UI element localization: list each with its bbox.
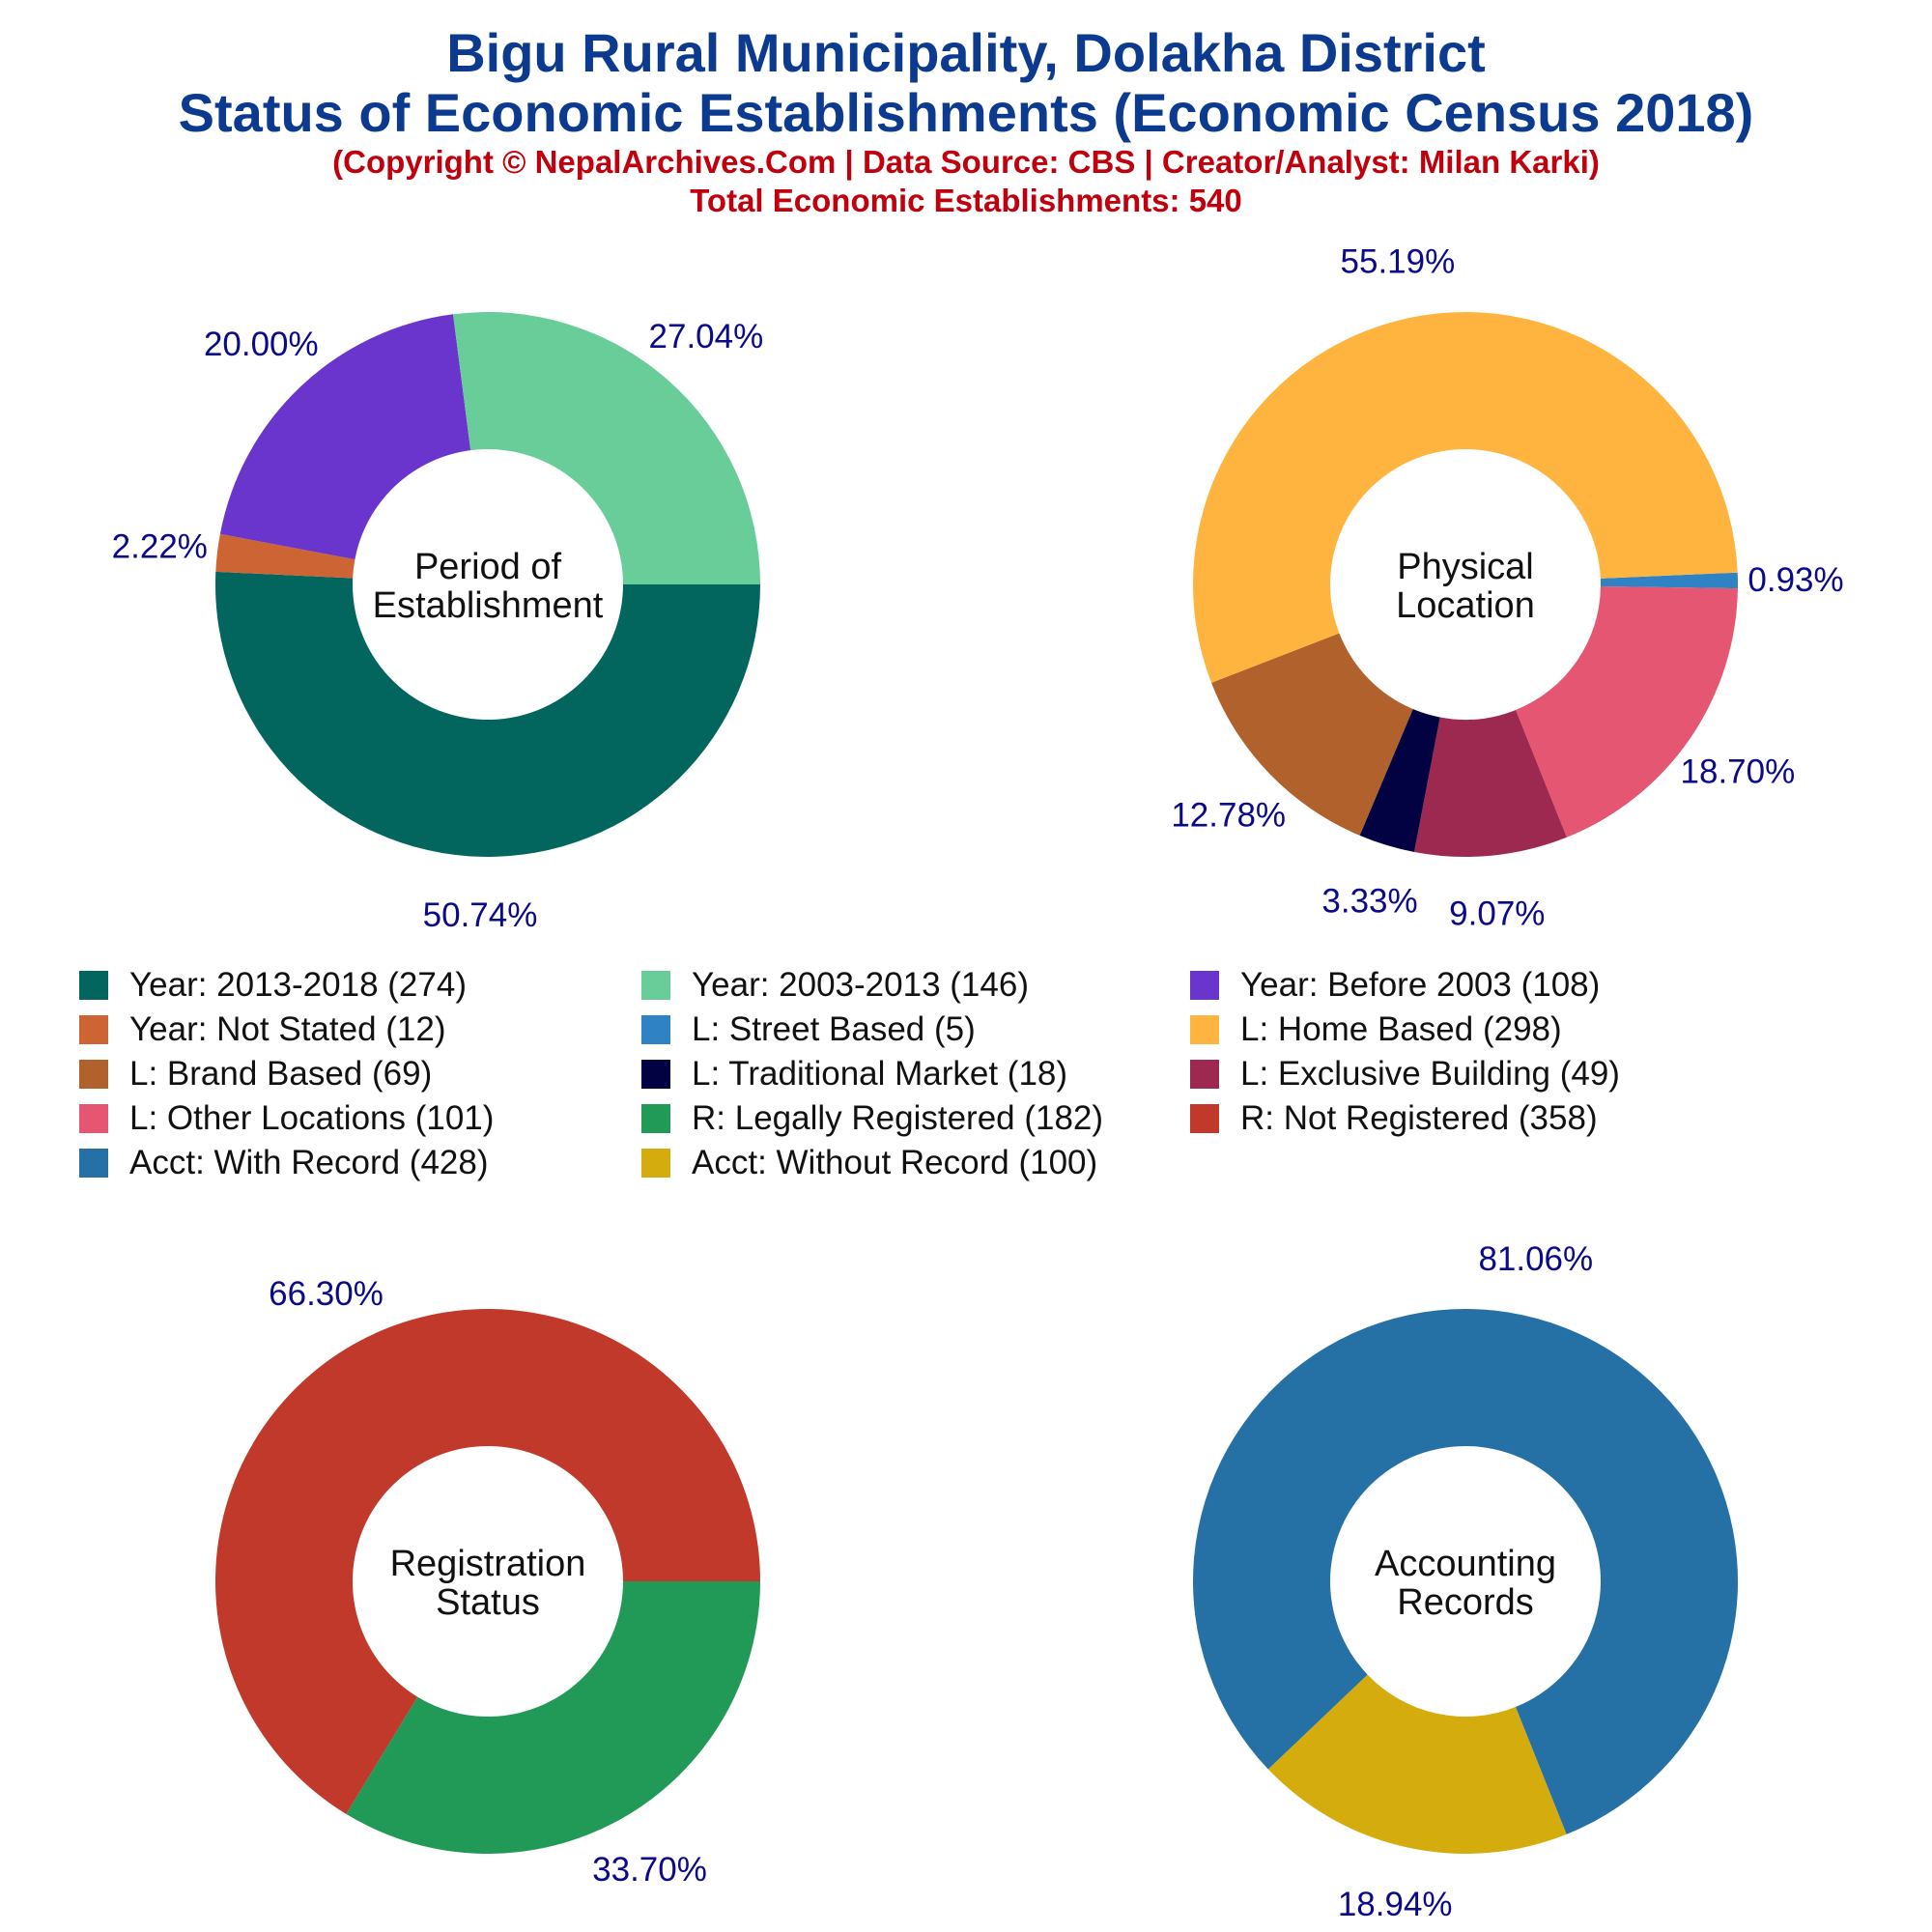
- percent-label-l-home-based: 55.19%: [1341, 242, 1456, 280]
- percent-label-l-traditional-market: 3.33%: [1321, 882, 1417, 920]
- donut-chart-physical-location: 0.93% 18.70% 9.07% 3.33% 12.78% 55.19% Physica…: [1171, 242, 1843, 932]
- legend-swatch: [79, 1104, 108, 1133]
- legend-item-year-not-stated-12: Year: Not Stated (12): [79, 1009, 446, 1051]
- center-label-line: Accounting: [1375, 1544, 1556, 1584]
- percent-label-r-legally-registered: 33.70%: [592, 1851, 707, 1889]
- legend-label: Year: 2003-2013 (146): [692, 966, 1029, 1004]
- legend-item-acct-with-record-428: Acct: With Record (428): [79, 1142, 489, 1184]
- legend-item-acct-without-record-100: Acct: Without Record (100): [641, 1142, 1097, 1184]
- legend-item-l-brand-based-69: L: Brand Based (69): [79, 1053, 432, 1095]
- slice-year-2013-2018: [215, 571, 760, 857]
- legend-label: Acct: With Record (428): [129, 1144, 489, 1181]
- legend-item-r-not-registered-358: R: Not Registered (358): [1190, 1097, 1598, 1140]
- percent-label-acct-without-record: 18.94%: [1338, 1886, 1453, 1923]
- slice-acct-with-record: [1192, 1308, 1738, 1834]
- copyright-notice: (Copyright © NepalArchives.Com | Data So…: [332, 144, 1600, 180]
- legend-item-l-home-based-298: L: Home Based (298): [1190, 1009, 1562, 1051]
- legend-label: Year: Not Stated (12): [129, 1010, 446, 1048]
- legend-label: L: Exclusive Building (49): [1240, 1055, 1620, 1093]
- percent-label-l-other-locations: 18.70%: [1681, 753, 1796, 791]
- slice-r-not-registered: [214, 1308, 761, 1814]
- legend-label: L: Street Based (5): [692, 1010, 976, 1048]
- center-label-line: Period of: [414, 547, 562, 587]
- legend-item-l-other-locations-101: L: Other Locations (101): [79, 1097, 494, 1140]
- center-label-line: Establishment: [373, 585, 604, 626]
- donut-chart-period-of-establishment: 50.74% 2.22% 20.00% 27.04% Period ofEstablis…: [112, 312, 764, 934]
- chart-title-line1: Bigu Rural Municipality, Dolakha Distric…: [446, 22, 1486, 83]
- legend-swatch: [1190, 1060, 1219, 1089]
- legend-label: L: Other Locations (101): [129, 1099, 495, 1137]
- legend-swatch: [79, 1015, 108, 1044]
- legend-swatch: [79, 1149, 108, 1178]
- percent-label-year-2013-2018: 50.74%: [423, 896, 538, 934]
- slice-l-brand-based: [1211, 633, 1413, 836]
- percent-label-year-2003-2013: 27.04%: [649, 318, 764, 355]
- total-establishments: Total Economic Establishments: 540: [690, 183, 1242, 218]
- slice-year-2003-2013: [453, 312, 760, 584]
- slice-l-traditional-market: [1359, 709, 1440, 852]
- legend-label: L: Home Based (298): [1240, 1010, 1562, 1048]
- legend-item-year-2003-2013-146: Year: 2003-2013 (146): [641, 964, 1029, 1007]
- center-label-line: Status: [436, 1582, 540, 1623]
- legend-label: R: Not Registered (358): [1240, 1099, 1598, 1137]
- percent-label-r-not-registered: 66.30%: [269, 1275, 384, 1313]
- percent-label-l-street-based: 0.93%: [1747, 561, 1843, 599]
- legend-item-r-legally-registered-182: R: Legally Registered (182): [641, 1097, 1103, 1140]
- legend-swatch: [641, 1060, 670, 1089]
- slice-year-not-stated: [215, 533, 355, 579]
- legend-item-l-exclusive-building-49: L: Exclusive Building (49): [1190, 1053, 1620, 1095]
- center-label-line: Physical: [1397, 547, 1534, 587]
- legend-swatch: [1190, 1104, 1219, 1133]
- legend-swatch: [641, 1015, 670, 1044]
- legend-item-year-before-2003-108: Year: Before 2003 (108): [1190, 964, 1600, 1007]
- legend-swatch: [79, 1060, 108, 1089]
- legend-swatch: [1190, 1015, 1219, 1044]
- legend-swatch: [79, 971, 108, 1000]
- legend-item-l-traditional-market-18: L: Traditional Market (18): [641, 1053, 1067, 1095]
- legend-label: Year: 2013-2018 (274): [129, 966, 467, 1004]
- percent-label-l-exclusive-building: 9.07%: [1449, 895, 1545, 932]
- slice-r-legally-registered: [346, 1581, 760, 1854]
- legend-label: Acct: Without Record (100): [692, 1144, 1098, 1181]
- percent-label-l-brand-based: 12.78%: [1171, 796, 1286, 834]
- center-label-line: Location: [1396, 585, 1535, 626]
- legend-label: R: Legally Registered (182): [692, 1099, 1104, 1137]
- legend-label: L: Traditional Market (18): [692, 1055, 1068, 1093]
- slice-l-exclusive-building: [1413, 709, 1567, 857]
- slice-year-before-2003: [219, 314, 471, 560]
- legend-label: Year: Before 2003 (108): [1240, 966, 1601, 1004]
- slice-l-home-based: [1192, 311, 1738, 683]
- center-label-line: Registration: [390, 1544, 586, 1584]
- slice-acct-without-record: [1267, 1674, 1567, 1854]
- chart-title-line2: Status of Economic Establishments (Econo…: [178, 82, 1754, 143]
- center-label-line: Records: [1397, 1582, 1534, 1623]
- slice-l-street-based: [1600, 572, 1738, 589]
- percent-label-year-not-stated: 2.22%: [112, 527, 208, 565]
- percent-label-acct-with-record: 81.06%: [1478, 1240, 1593, 1278]
- legend-swatch: [641, 1149, 670, 1178]
- legend-swatch: [641, 971, 670, 1000]
- legend-swatch: [641, 1104, 670, 1133]
- legend-swatch: [1190, 971, 1219, 1000]
- legend-label: L: Brand Based (69): [129, 1055, 433, 1093]
- legend-item-year-2013-2018-274: Year: 2013-2018 (274): [79, 964, 467, 1007]
- slice-l-other-locations: [1516, 586, 1738, 838]
- percent-label-year-before-2003: 20.00%: [204, 326, 319, 363]
- legend-item-l-street-based-5: L: Street Based (5): [641, 1009, 976, 1051]
- chart-header: Bigu Rural Municipality, Dolakha Distric…: [0, 23, 1932, 220]
